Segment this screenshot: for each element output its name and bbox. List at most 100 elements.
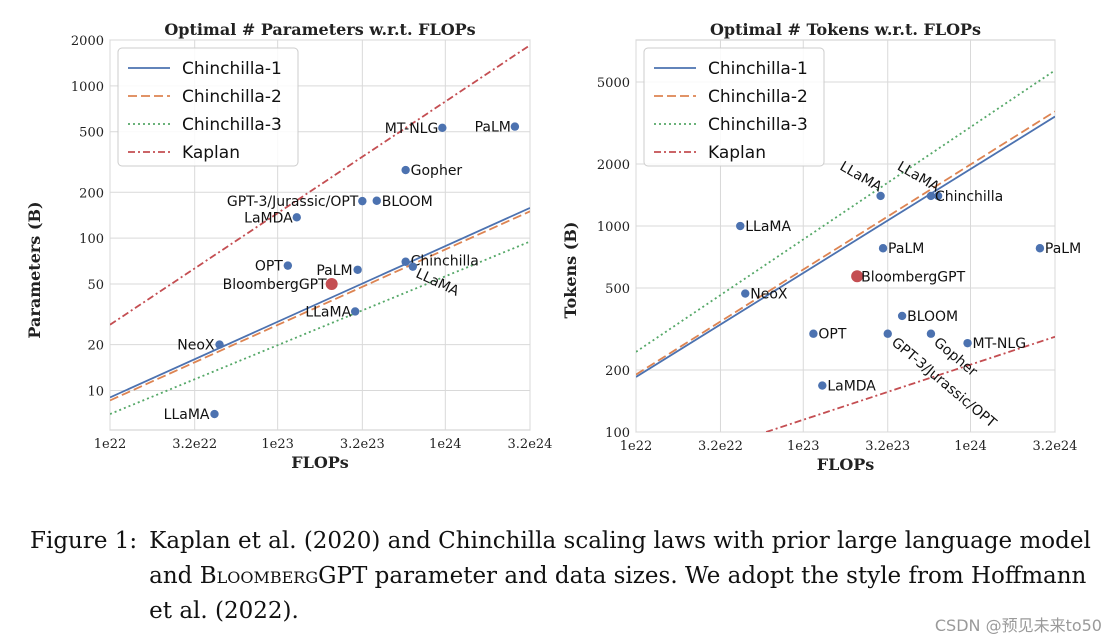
model-point [292,213,301,222]
model-label: LaMDA [244,210,293,226]
model-label: MT-NLG [385,121,439,137]
y-tick-label: 100 [79,232,104,247]
y-tick-label: 5000 [597,76,630,91]
model-label: NeoX [177,338,215,354]
model-point [1035,244,1045,253]
model-label: OPT [255,259,283,275]
series-line-chinchilla-2 [110,210,530,402]
x-tick-label: 1e23 [787,439,820,454]
model-label: LLaMA [305,304,351,320]
legend-entry: Chinchilla-2 [708,87,808,107]
model-label: LaMDA [827,379,876,395]
x-tick-label: 3.2e22 [172,437,217,452]
legend-box [643,47,825,167]
x-tick-label: 1e22 [94,437,127,452]
x-tick-label: 1e24 [954,439,987,454]
model-point [510,122,520,131]
x-axis-label: FLOPs [817,455,875,474]
model-label: MT-NLG [973,336,1027,352]
model-label: LLaMA [164,407,210,423]
watermark-text: CSDN @预见未来to50 [934,616,1102,635]
model-point [933,191,943,201]
model-label: Chinchilla [935,189,1003,205]
model-label: BLOOM [907,309,958,325]
series-line-chinchilla-2 [636,110,1055,376]
model-point [325,278,338,291]
y-tick-label: 500 [79,126,104,141]
x-tick-label: 3.2e23 [865,439,910,454]
model-point [818,381,827,390]
legend-entry: Kaplan [708,143,766,163]
model-point [283,261,293,270]
series-lines [110,44,530,415]
y-tick-label: 1000 [597,220,630,235]
model-label: LLaMA [745,219,791,235]
y-tick-label: 20 [87,339,104,354]
y-tick-label: 100 [605,426,630,441]
y-tick-label: 500 [605,282,630,297]
x-tick-label: 3.2e24 [1033,439,1078,454]
legend-entry: Chinchilla-3 [182,115,282,135]
y-tick-label: 200 [79,186,104,201]
model-point [926,329,936,338]
chart-title: Optimal # Tokens w.r.t. FLOPs [710,20,981,39]
model-point [438,123,447,133]
caption-label: Figure 1: [30,528,138,554]
model-label: Gopher [411,163,463,179]
model-label: PaLM [316,263,352,279]
model-label: PaLM [888,241,924,257]
series-line-chinchilla-1 [636,115,1055,378]
caption-text-part-3: GPT parameter and data sizes. We adopt t… [149,563,1087,624]
model-point [401,165,410,175]
y-tick-label: 200 [605,364,630,379]
x-tick-label: 3.2e23 [340,437,385,452]
x-tick-label: 1e22 [620,439,653,454]
model-point [350,307,360,316]
model-point [897,311,907,321]
legend-box [117,47,299,167]
model-label: BloombergGPT [861,269,965,285]
x-tick-label: 3.2e22 [698,439,743,454]
series-lines [636,69,1055,432]
model-point [963,338,972,348]
x-tick-label: 3.2e24 [508,437,553,452]
model-point [358,196,367,206]
model-point [215,340,224,349]
series-line-kaplan [110,44,530,326]
y-tick-label: 10 [87,384,104,399]
caption-text-part-1: Kaplan et al. (2020) and Chinchilla scal… [149,528,1091,589]
model-label: PaLM [1045,241,1081,257]
model-point [878,244,888,253]
legend-entry: Kaplan [182,143,240,163]
model-point [736,221,745,231]
caption-text-part-2: Bloomberg [199,563,319,589]
charts-figure: 1e22 3.2e22 1e23 3.2e23 1e24 3.2e24 10 20 50 100 2… [25,20,1081,474]
x-tick-label: 1e23 [261,437,294,452]
model-point [210,409,219,419]
y-axis-label: Tokens (B) [561,222,580,319]
model-label: PaLM [475,120,511,136]
model-point [876,191,885,201]
model-point [926,191,936,201]
model-point [408,262,418,271]
caption-text: Kaplan et al. (2020) and Chinchilla scal… [137,524,1102,629]
model-label: OPT [818,327,846,343]
series-line-chinchilla-3 [636,69,1055,353]
model-point [401,257,410,266]
model-label: BloombergGPT [223,277,327,293]
x-tick-label: 1e24 [429,437,462,452]
x-axis-label: FLOPs [291,453,349,472]
legend-entry: Chinchilla-1 [182,59,282,79]
model-point [372,196,381,205]
model-label: NeoX [750,287,788,303]
y-tick-label: 2000 [597,158,630,173]
model-point [741,289,750,298]
chart-panel-2: 1e22 3.2e22 1e23 3.2e23 1e24 3.2e24 100 200 500 1… [561,20,1081,474]
chart-panel-1: 1e22 3.2e22 1e23 3.2e23 1e24 3.2e24 10 20 50 100 2… [25,20,552,472]
y-tick-label: 2000 [71,34,104,49]
model-label: GPT-3/Jurassic/OPT [227,194,359,210]
model-label: BLOOM [382,194,433,210]
series-line-chinchilla-1 [110,207,530,399]
legend-entry: Chinchilla-2 [182,87,282,107]
model-point [809,329,818,338]
